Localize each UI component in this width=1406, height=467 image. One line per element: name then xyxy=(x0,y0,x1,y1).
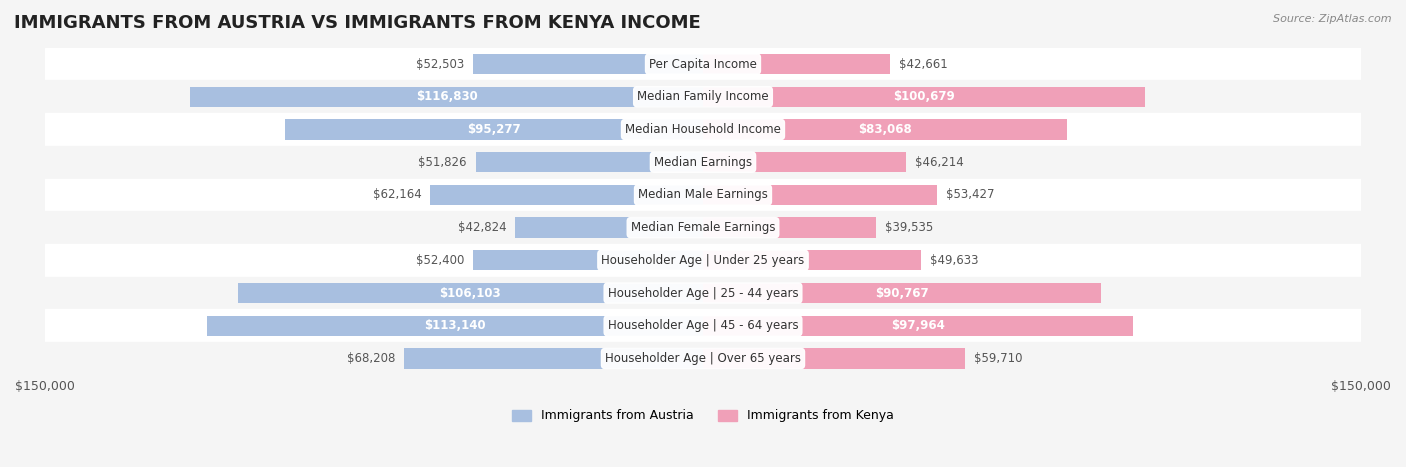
Bar xyxy=(45,146,1361,178)
Bar xyxy=(207,316,703,336)
Bar xyxy=(703,86,1144,107)
Text: $52,400: $52,400 xyxy=(416,254,464,267)
Bar xyxy=(45,277,1361,310)
Text: $90,767: $90,767 xyxy=(876,287,929,299)
Bar xyxy=(515,218,703,238)
Text: $39,535: $39,535 xyxy=(886,221,934,234)
Text: $68,208: $68,208 xyxy=(347,352,395,365)
Text: Median Male Earnings: Median Male Earnings xyxy=(638,188,768,201)
Text: $62,164: $62,164 xyxy=(373,188,422,201)
Bar xyxy=(404,348,703,368)
Bar xyxy=(703,316,1133,336)
Text: $59,710: $59,710 xyxy=(974,352,1022,365)
Text: Median Household Income: Median Household Income xyxy=(626,123,780,136)
Text: $106,103: $106,103 xyxy=(440,287,501,299)
Text: Median Family Income: Median Family Income xyxy=(637,90,769,103)
Text: $116,830: $116,830 xyxy=(416,90,478,103)
Bar xyxy=(285,120,703,140)
Text: $42,824: $42,824 xyxy=(458,221,506,234)
Bar xyxy=(703,185,938,205)
Text: $51,826: $51,826 xyxy=(419,156,467,169)
Bar xyxy=(703,120,1067,140)
Text: Per Capita Income: Per Capita Income xyxy=(650,57,756,71)
Bar xyxy=(190,86,703,107)
Bar xyxy=(45,310,1361,342)
Text: Source: ZipAtlas.com: Source: ZipAtlas.com xyxy=(1274,14,1392,24)
Legend: Immigrants from Austria, Immigrants from Kenya: Immigrants from Austria, Immigrants from… xyxy=(508,404,898,427)
Bar xyxy=(45,211,1361,244)
Text: Median Earnings: Median Earnings xyxy=(654,156,752,169)
Bar xyxy=(45,48,1361,80)
Bar xyxy=(703,348,965,368)
Bar xyxy=(45,178,1361,211)
Text: $53,427: $53,427 xyxy=(946,188,994,201)
Text: $113,140: $113,140 xyxy=(425,319,485,333)
Bar xyxy=(703,250,921,270)
Text: $95,277: $95,277 xyxy=(467,123,520,136)
Text: $46,214: $46,214 xyxy=(914,156,963,169)
Bar xyxy=(703,152,905,172)
Text: Householder Age | Over 65 years: Householder Age | Over 65 years xyxy=(605,352,801,365)
Text: IMMIGRANTS FROM AUSTRIA VS IMMIGRANTS FROM KENYA INCOME: IMMIGRANTS FROM AUSTRIA VS IMMIGRANTS FR… xyxy=(14,14,700,32)
Text: $97,964: $97,964 xyxy=(891,319,945,333)
Bar xyxy=(238,283,703,303)
Text: $42,661: $42,661 xyxy=(898,57,948,71)
Text: Householder Age | Under 25 years: Householder Age | Under 25 years xyxy=(602,254,804,267)
Bar xyxy=(703,283,1101,303)
Bar xyxy=(45,113,1361,146)
Bar xyxy=(472,250,703,270)
Text: Householder Age | 45 - 64 years: Householder Age | 45 - 64 years xyxy=(607,319,799,333)
Bar xyxy=(472,54,703,74)
Bar xyxy=(703,54,890,74)
Text: $83,068: $83,068 xyxy=(858,123,912,136)
Text: $100,679: $100,679 xyxy=(893,90,955,103)
Bar xyxy=(45,342,1361,375)
Bar xyxy=(703,218,876,238)
Text: $49,633: $49,633 xyxy=(929,254,979,267)
Text: Householder Age | 25 - 44 years: Householder Age | 25 - 44 years xyxy=(607,287,799,299)
Bar xyxy=(475,152,703,172)
Text: $52,503: $52,503 xyxy=(416,57,464,71)
Text: Median Female Earnings: Median Female Earnings xyxy=(631,221,775,234)
Bar xyxy=(45,244,1361,277)
Bar xyxy=(430,185,703,205)
Bar xyxy=(45,80,1361,113)
